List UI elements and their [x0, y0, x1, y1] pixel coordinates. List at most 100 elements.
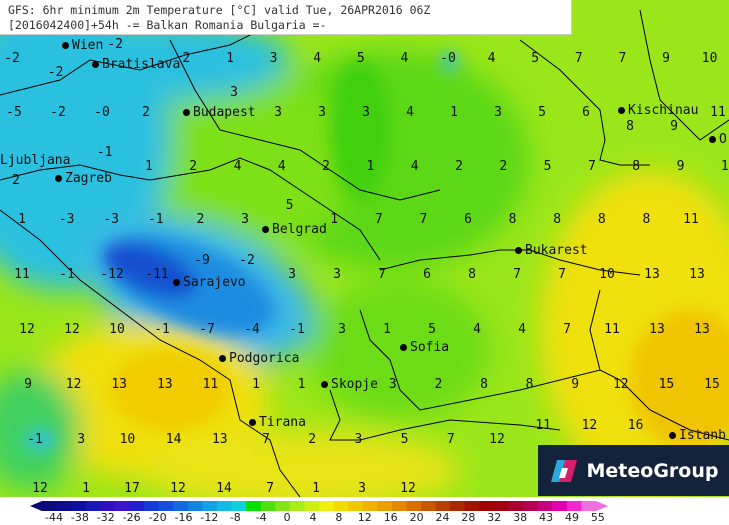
colorbar-legend: -44 -38 -32 -26 -20 -16 -12 -8 -4 0 4 8 12 16 20 24 28 32…: [0, 497, 729, 525]
city-marker-icon: [173, 279, 180, 286]
temperature-value: -4: [244, 322, 260, 337]
city-marker-icon: [62, 42, 69, 49]
temperature-value: 9: [662, 51, 670, 66]
temperature-value: 14: [165, 432, 182, 447]
temperature-value: 8: [525, 377, 534, 392]
temperature-value: 4: [410, 159, 419, 174]
temperature-value: 12: [64, 322, 80, 337]
temperature-value: 2: [322, 159, 331, 174]
city-sofia: Sofia: [400, 341, 449, 355]
temperature-value: 8: [468, 267, 476, 282]
temperature-value: 13: [649, 322, 665, 337]
temperature-value: 7: [558, 267, 566, 282]
temperature-value: -0: [94, 105, 110, 120]
city-marker-icon: [92, 61, 99, 68]
temperature-value: 13: [694, 322, 710, 337]
colorbar-segment: [537, 501, 553, 511]
temperature-value: 12: [65, 377, 82, 392]
temperature-value: 3: [338, 322, 346, 337]
temperature-value: -9: [194, 253, 210, 268]
colorbar-segment: [289, 501, 305, 511]
temperature-value: 1: [366, 159, 375, 174]
temperature-value: 11: [604, 322, 620, 337]
temperature-value: 7: [446, 432, 455, 447]
colorbar-tick-label: 43: [539, 511, 554, 524]
logo-text: MeteoGroup: [586, 459, 719, 482]
colorbar-tick-label: -32: [96, 511, 115, 524]
city-skopje: Skopje: [321, 378, 378, 392]
temperature-value: 7: [262, 432, 270, 447]
colorbar-segment: [319, 501, 335, 511]
colorbar-tick-label: 0: [283, 511, 291, 524]
temperature-value: 3: [494, 105, 502, 120]
colorbar-segment: [114, 501, 130, 511]
temperature-value: 13: [111, 377, 128, 392]
temperature-value: 15: [704, 377, 720, 392]
temperature-value: 3: [358, 481, 366, 496]
temperature-value: 12: [612, 377, 629, 392]
temperature-value: 1: [252, 377, 260, 392]
city-name: O: [719, 132, 727, 147]
temperature-value: 9: [571, 377, 580, 392]
temperature-value: 12: [19, 322, 35, 337]
colorbar-tick-label: 32: [487, 511, 502, 524]
temperature-value: 8: [597, 212, 606, 227]
colorbar-tick-label: -16: [174, 511, 193, 524]
city-name: Sofia: [410, 340, 450, 355]
city-marker-icon: [618, 107, 625, 114]
colorbar-segment: [348, 501, 364, 511]
colorbar-segment: [450, 501, 466, 511]
temperature-value: 4: [233, 159, 242, 174]
city-name: Belgrad: [272, 222, 327, 237]
city-marker-icon: [669, 432, 676, 439]
city-sarajevo: Sarajevo: [173, 276, 246, 290]
colorbar-tick-label: 12: [357, 511, 372, 524]
temperature-value: 1: [450, 105, 458, 120]
temperature-value: 1: [312, 481, 320, 496]
colorbar-tick-label: 4: [309, 511, 317, 524]
temperature-value: 14: [216, 481, 232, 496]
temperature-value: 8: [553, 212, 562, 227]
city-kischinau: Kischinau: [618, 104, 698, 118]
colorbar-segment: [493, 501, 510, 511]
temperature-value: 5: [543, 159, 552, 174]
colorbar-tick-label: 38: [513, 511, 528, 524]
city-marker-icon: [321, 381, 328, 388]
temperature-value: 13: [211, 432, 228, 447]
logo-mark-icon: [550, 459, 577, 482]
temperature-value: 7: [618, 51, 627, 66]
meteogroup-logo: MeteoGroup: [538, 445, 729, 496]
temperature-value: -1: [289, 322, 305, 337]
temperature-value: -1: [59, 267, 75, 282]
temperature-value: -1: [154, 322, 170, 337]
temperature-value: -2: [50, 105, 66, 120]
temperature-value: 2: [189, 159, 198, 174]
temperature-value: 7: [574, 51, 583, 66]
colorbar-segment: [260, 501, 276, 511]
temperature-value: 7: [587, 159, 596, 174]
city-name: Kischinau: [628, 103, 699, 118]
colorbar-tick-label: -12: [200, 511, 219, 524]
temperature-value: 4: [518, 322, 526, 337]
colorbar-segment: [246, 501, 262, 511]
temperature-value: 17: [124, 481, 140, 496]
colorbar-segment: [144, 501, 160, 511]
temperature-value: -3: [58, 212, 75, 227]
colorbar-segment: [581, 501, 597, 511]
city-marker-icon: [515, 247, 522, 254]
temperature-value: -5: [6, 105, 22, 120]
colorbar-tick-label: 24: [435, 511, 450, 524]
temperature-value: 10: [701, 51, 718, 66]
temperature-value: 2: [308, 432, 317, 447]
temperature-value: -3: [103, 212, 120, 227]
title-line-1: GFS: 6hr minimum 2m Temperature [°C] val…: [8, 3, 431, 17]
temperature-value: -2: [239, 253, 255, 268]
city-name: Ljubljana: [0, 153, 71, 168]
colorbar-segment: [479, 501, 495, 511]
colorbar-segment: [566, 501, 582, 511]
temperature-value: 2: [196, 212, 205, 227]
temperature-value: -0: [440, 51, 456, 66]
temperature-value: 11: [202, 377, 219, 392]
temperature-value: -12: [100, 267, 124, 282]
